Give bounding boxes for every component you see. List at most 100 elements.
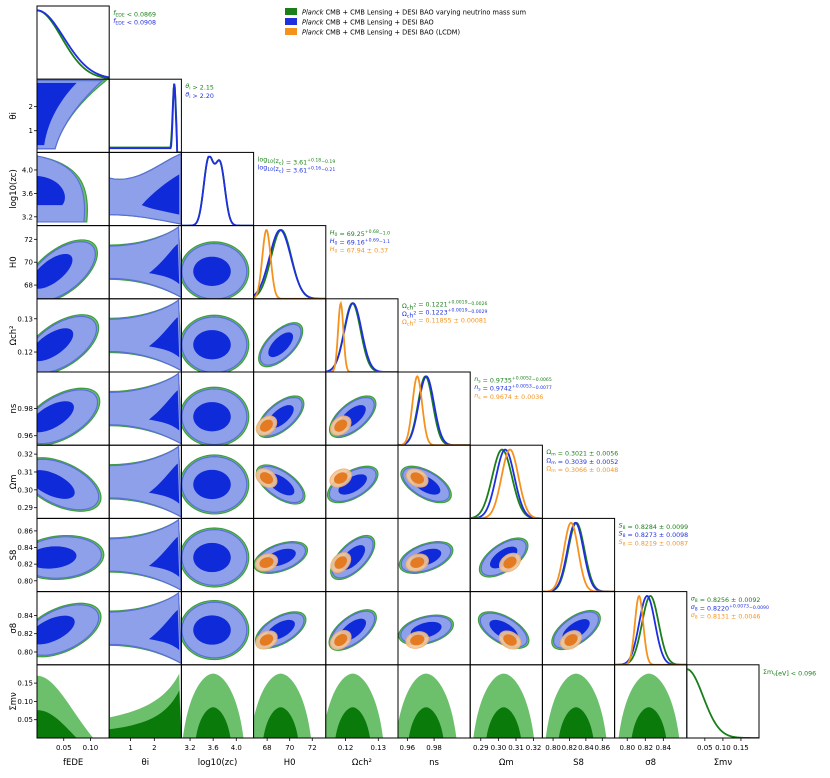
contour-68-ede xyxy=(148,609,180,651)
x-axis-label: Σmν xyxy=(714,758,733,768)
constraint-part: c xyxy=(407,315,410,320)
contour-panel xyxy=(36,371,110,446)
constraint-text-nu: fEDE < 0.0869 xyxy=(113,10,156,19)
contour-68-nu xyxy=(408,707,444,738)
legend-label-ede: Planck CMB + CMB Lensing + DESI BAO xyxy=(302,19,434,27)
constraint-part: = 0.3039 ± 0.0052 xyxy=(556,459,619,466)
constraint-part: = 0.11855 ± 0.00081 xyxy=(416,318,487,325)
constraint-part: 8 xyxy=(623,541,626,547)
marginal-panel xyxy=(541,517,616,593)
constraint-part: s xyxy=(478,388,481,393)
marginal-panel xyxy=(180,151,255,227)
panel-fill-group xyxy=(181,454,250,515)
contour-panel xyxy=(36,78,110,153)
contour-68-ede xyxy=(141,174,180,215)
x-tick-label: 0.05 xyxy=(697,744,713,752)
contour-panel xyxy=(541,664,616,739)
contour-panel xyxy=(36,151,110,227)
panel-fill-group xyxy=(398,673,457,738)
marginal-group xyxy=(398,375,471,446)
contour-panel xyxy=(108,444,182,519)
panel-fill-group xyxy=(37,314,100,372)
marginal-group xyxy=(686,668,759,738)
contour-panel xyxy=(180,664,255,739)
contour-95-ede xyxy=(109,518,182,591)
contour-68-nu xyxy=(335,707,371,738)
x-tick-label: 0.05 xyxy=(56,744,72,752)
panel-fill-group xyxy=(477,611,530,650)
constraint-part: > 2.15 xyxy=(191,85,214,92)
panel-fill-group xyxy=(398,541,454,574)
panel-fill-group xyxy=(109,153,182,225)
constraint-part: −0.0090 xyxy=(749,605,769,611)
contour-68-ede xyxy=(338,474,367,495)
marginal-group xyxy=(253,229,326,299)
x-tick-label: 0.84 xyxy=(578,744,594,752)
constraint-part: (z xyxy=(273,166,279,173)
x-axis-label: θi xyxy=(142,758,150,768)
contour-panel xyxy=(253,371,327,446)
marginal-panel xyxy=(469,444,543,519)
constraint-part: = 69.16 xyxy=(337,239,364,246)
constraint-text-ede: σ8 = 0.8220+0.0073−0.0090 xyxy=(691,603,769,612)
x-tick-label: 0.30 xyxy=(491,744,507,752)
panel-fill-group xyxy=(181,241,250,299)
constraint-part: > 2.20 xyxy=(191,93,214,100)
constraint-part: = 67.94 ± 0.37 xyxy=(337,248,388,255)
constraint-part: σ xyxy=(691,612,696,619)
panel-fill-group xyxy=(181,527,250,588)
y-tick-label: 0.86 xyxy=(17,527,33,535)
contour-68-nu xyxy=(109,690,182,738)
contour-panel xyxy=(36,664,110,739)
constraint-text-ede: log10(zc) = 3.61+0.16−0.21 xyxy=(258,165,336,175)
constraint-part: c xyxy=(279,161,282,166)
constraint-part: 2 xyxy=(413,302,416,308)
constraint-part: m xyxy=(551,469,556,474)
constraint-part: 2 xyxy=(413,319,416,325)
contour-68-ede xyxy=(148,317,180,358)
legend-label-lcdm: Planck CMB + CMB Lensing + DESI BAO (LCD… xyxy=(302,29,460,37)
contour-68-ede xyxy=(37,546,77,569)
constraint-part: 8 xyxy=(695,615,698,621)
x-tick-label: 0.82 xyxy=(637,744,653,752)
constraint-part: σ xyxy=(691,596,696,603)
y-tick-label: 0.82 xyxy=(17,630,33,638)
constraint-part: H xyxy=(330,246,335,253)
constraint-text-lcdm: ns = 0.9674 ± 0.0036 xyxy=(474,392,543,401)
marginal-curve-nu xyxy=(686,668,759,738)
legend-swatch-lcdm xyxy=(285,28,297,35)
x-tick-label: 70 xyxy=(285,744,294,752)
x-tick-label: 0.15 xyxy=(733,744,749,752)
constraint-text-ede: θi > 2.20 xyxy=(185,91,213,100)
marginal-curve-nu xyxy=(542,521,615,592)
marginal-panel xyxy=(686,664,760,739)
constraint-text-nu: σ8 = 0.8256 ± 0.0092 xyxy=(691,596,761,605)
x-tick-label: 2 xyxy=(152,744,156,752)
x-tick-label: 0.96 xyxy=(400,744,416,752)
contour-68-lcdm xyxy=(503,634,517,646)
constraint-text-lcdm: Ωch2 = 0.11855 ± 0.00081 xyxy=(402,318,487,328)
contour-panel xyxy=(469,517,543,593)
constraint-part: EDE xyxy=(115,21,124,27)
y-axis-label: Ωm xyxy=(9,474,19,489)
contour-68-nu xyxy=(37,710,77,738)
x-axis-label: Ωm xyxy=(499,758,514,768)
contour-68-ede xyxy=(37,253,73,289)
constraint-part: θ xyxy=(185,91,189,98)
contour-panel xyxy=(614,664,688,739)
contour-68-lcdm xyxy=(410,557,425,568)
x-axis-label: log10(zc) xyxy=(198,758,238,768)
marginal-panel xyxy=(108,78,182,153)
y-tick-label: 2 xyxy=(29,103,33,111)
constraint-part: −0.21 xyxy=(321,167,335,173)
constraint-part: Ω xyxy=(546,449,551,456)
constraint-part: σ xyxy=(691,604,696,611)
x-tick-label: 0.82 xyxy=(562,744,578,752)
contour-95-ede xyxy=(109,445,182,518)
marginal-group xyxy=(614,594,687,665)
y-tick-label: 0.13 xyxy=(17,315,33,323)
contour-68-lcdm xyxy=(259,472,274,484)
panel-fill-group xyxy=(109,518,182,591)
y-axis-label: Σmν xyxy=(9,692,19,711)
panel-fill-group xyxy=(545,673,607,738)
